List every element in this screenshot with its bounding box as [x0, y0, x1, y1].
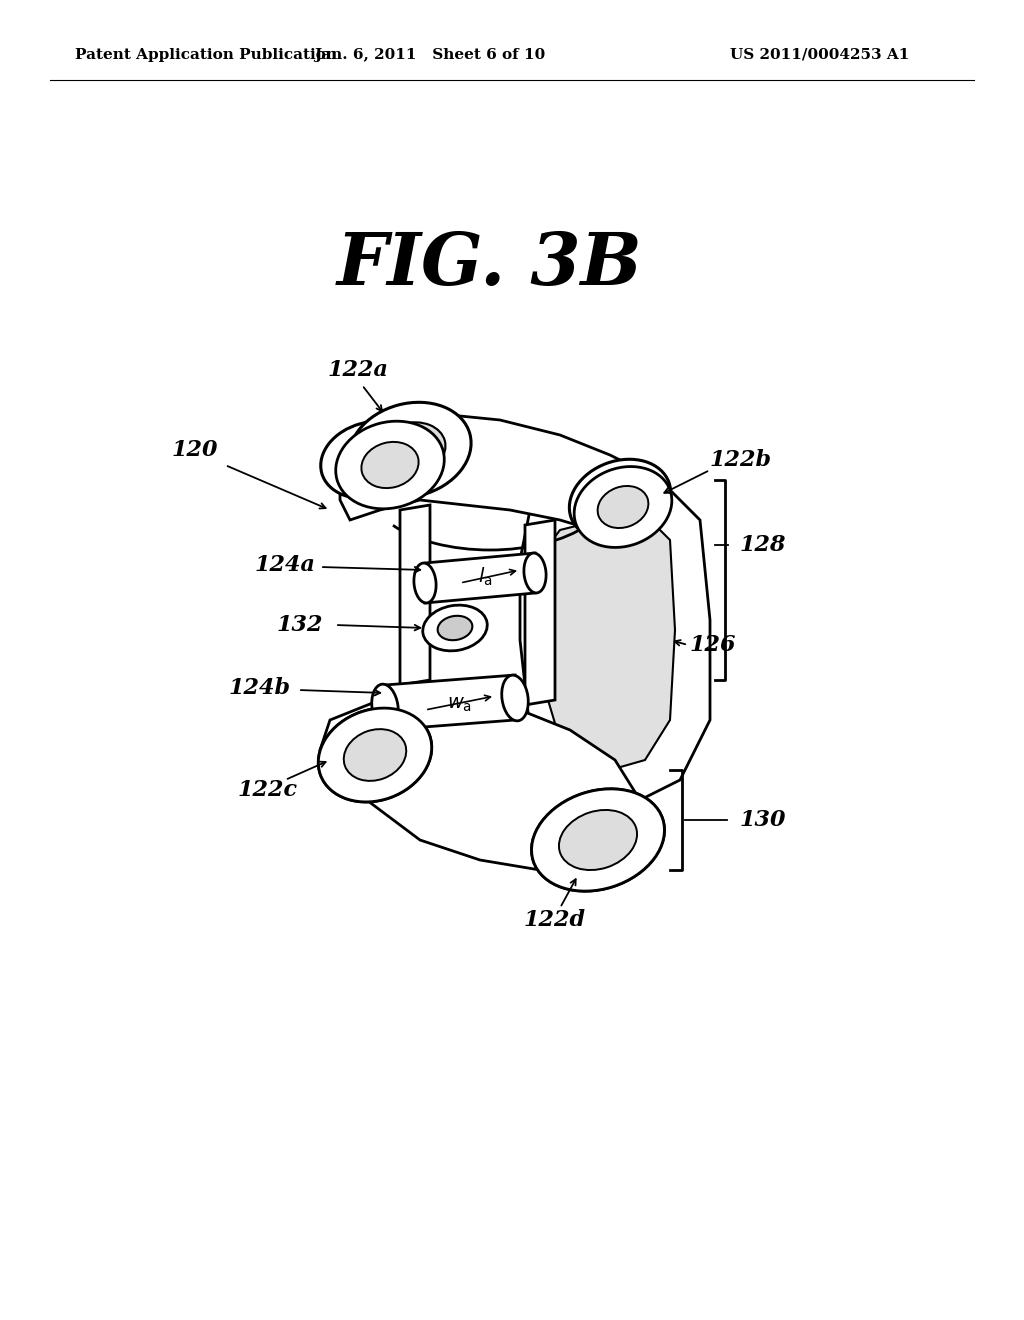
Ellipse shape	[344, 729, 407, 781]
Polygon shape	[425, 553, 535, 603]
Ellipse shape	[598, 486, 648, 528]
Polygon shape	[520, 480, 710, 800]
Text: US 2011/0004253 A1: US 2011/0004253 A1	[730, 48, 909, 62]
Ellipse shape	[344, 440, 395, 480]
Text: 128: 128	[740, 535, 786, 556]
Text: Jan. 6, 2011   Sheet 6 of 10: Jan. 6, 2011 Sheet 6 of 10	[314, 48, 546, 62]
Ellipse shape	[414, 564, 436, 603]
Text: 126: 126	[690, 634, 736, 656]
Ellipse shape	[367, 416, 454, 484]
Ellipse shape	[531, 789, 665, 891]
Ellipse shape	[321, 421, 419, 499]
Polygon shape	[385, 675, 515, 730]
Ellipse shape	[318, 708, 432, 803]
Ellipse shape	[357, 409, 462, 491]
Ellipse shape	[329, 428, 412, 492]
Text: 122b: 122b	[710, 449, 772, 471]
Ellipse shape	[551, 804, 645, 876]
Ellipse shape	[327, 715, 423, 795]
Polygon shape	[545, 510, 675, 770]
Text: 122d: 122d	[524, 909, 586, 931]
Text: Patent Application Publication: Patent Application Publication	[75, 48, 337, 62]
Ellipse shape	[559, 810, 637, 870]
Text: 130: 130	[740, 809, 786, 832]
Text: 122a: 122a	[328, 359, 388, 381]
Text: 132: 132	[276, 614, 324, 636]
Ellipse shape	[542, 796, 654, 883]
Polygon shape	[525, 520, 555, 705]
Ellipse shape	[590, 479, 656, 535]
Text: 124b: 124b	[229, 677, 291, 700]
Ellipse shape	[574, 466, 672, 548]
Polygon shape	[400, 506, 430, 685]
Text: $w_{\rm a}$: $w_{\rm a}$	[447, 696, 472, 714]
Ellipse shape	[569, 459, 671, 541]
Ellipse shape	[336, 722, 414, 787]
Ellipse shape	[361, 442, 419, 488]
Ellipse shape	[375, 422, 445, 478]
Ellipse shape	[349, 403, 471, 498]
Ellipse shape	[524, 553, 546, 593]
Ellipse shape	[437, 616, 472, 640]
Ellipse shape	[327, 715, 423, 795]
Ellipse shape	[423, 605, 487, 651]
Text: FIG. 3B: FIG. 3B	[337, 230, 643, 301]
Text: 122c: 122c	[238, 779, 298, 801]
Ellipse shape	[559, 810, 637, 870]
Text: 124a: 124a	[255, 554, 315, 576]
Text: $l_{\rm a}$: $l_{\rm a}$	[478, 566, 493, 589]
Ellipse shape	[318, 708, 432, 803]
Ellipse shape	[551, 804, 645, 876]
Ellipse shape	[336, 722, 414, 787]
Ellipse shape	[372, 684, 398, 730]
Ellipse shape	[593, 478, 647, 521]
Ellipse shape	[582, 473, 664, 541]
Text: 120: 120	[172, 440, 218, 461]
Ellipse shape	[502, 675, 528, 721]
Ellipse shape	[585, 471, 655, 528]
Polygon shape	[340, 411, 660, 540]
Ellipse shape	[542, 796, 654, 883]
Ellipse shape	[353, 436, 427, 495]
Ellipse shape	[531, 789, 665, 891]
Ellipse shape	[578, 466, 663, 535]
Ellipse shape	[345, 429, 435, 502]
Ellipse shape	[344, 729, 407, 781]
Polygon shape	[319, 700, 640, 870]
Ellipse shape	[337, 434, 403, 486]
Ellipse shape	[336, 421, 444, 508]
